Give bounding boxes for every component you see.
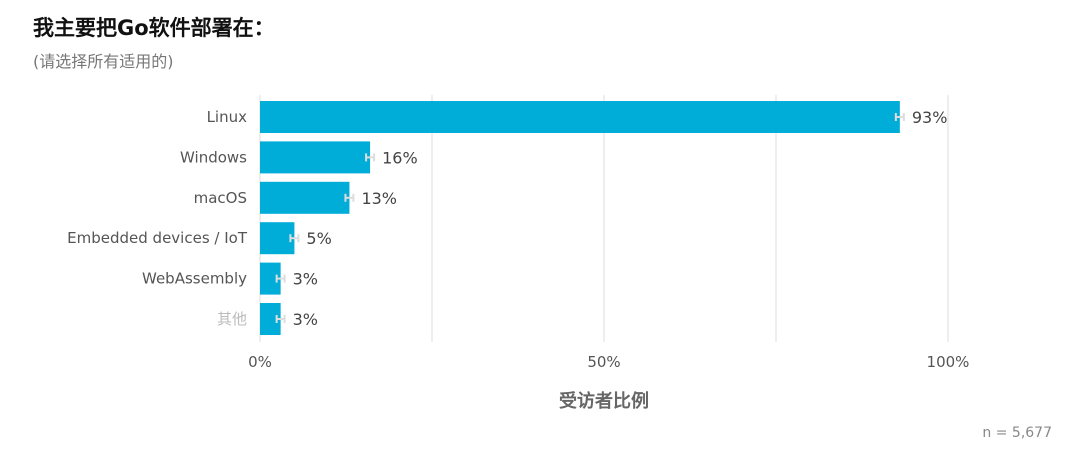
chart-subtitle: (请选择所有适用的)	[33, 52, 174, 71]
category-label: Embedded devices / IoT	[67, 229, 248, 247]
category-label: Windows	[180, 148, 247, 166]
data-label: 3%	[293, 270, 318, 289]
data-label: 93%	[912, 108, 948, 127]
bar	[260, 101, 900, 133]
data-label: 5%	[306, 229, 331, 248]
bar	[260, 303, 281, 335]
bar	[260, 141, 371, 174]
bar	[260, 181, 350, 214]
data-label: 16%	[382, 148, 418, 167]
category-label: 其他	[217, 310, 247, 328]
x-axis-label: 受访者比例	[559, 390, 649, 412]
bar	[260, 262, 281, 295]
category-label: macOS	[194, 189, 247, 207]
x-tick-label: 100%	[927, 353, 970, 371]
data-label: 13%	[361, 189, 397, 208]
x-tick-label: 0%	[248, 353, 272, 371]
category-label: WebAssembly	[142, 270, 247, 288]
sample-size: n = 5,677	[982, 425, 1052, 441]
category-label: Linux	[207, 108, 248, 126]
chart-title: 我主要把Go软件部署在：	[33, 16, 275, 40]
x-tick-label: 50%	[587, 353, 620, 371]
data-label: 3%	[293, 310, 318, 329]
bar	[260, 222, 295, 255]
